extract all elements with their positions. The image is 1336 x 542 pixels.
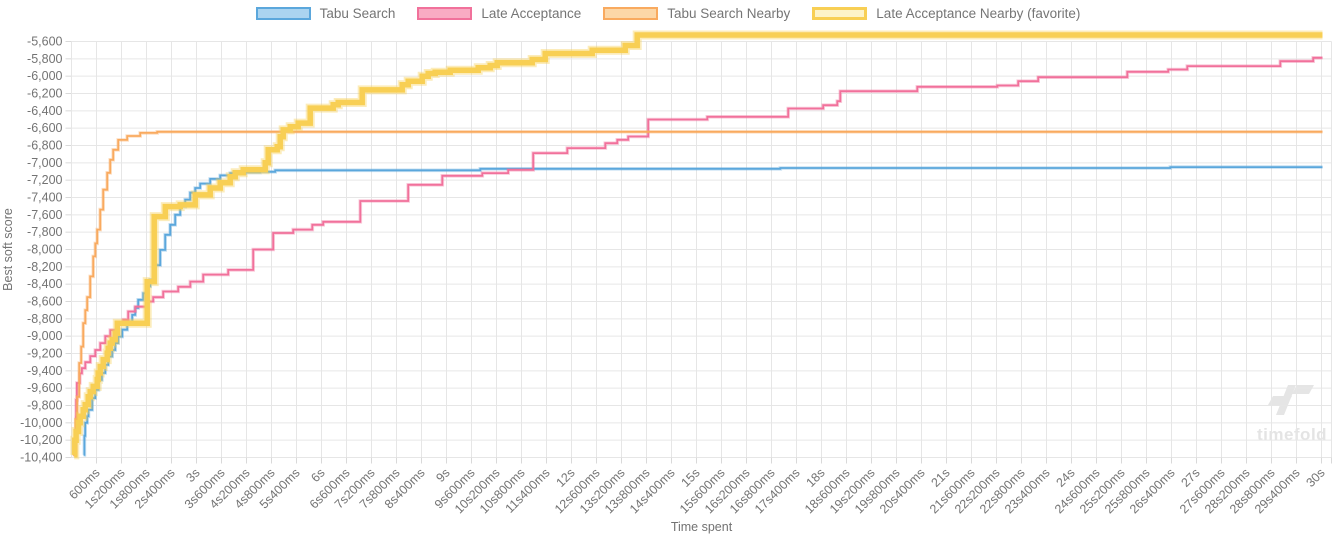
y-tick-label: -10,200	[20, 433, 62, 447]
y-tick-label: -8,200	[27, 260, 62, 274]
y-tick-label: -9,200	[27, 347, 62, 361]
legend-label: Tabu Search	[319, 6, 396, 21]
y-tick-label: -8,000	[27, 243, 62, 257]
y-tick-label: -7,000	[27, 156, 62, 170]
x-axis-title: Time spent	[671, 520, 733, 534]
y-tick-label: -7,600	[27, 208, 62, 222]
y-tick-label: -9,600	[27, 381, 62, 395]
chart-legend: Tabu Search Late Acceptance Tabu Search Ne…	[0, 6, 1336, 21]
series-line-tabu-search-nearby	[72, 130, 1323, 456]
x-tick-label: 6s	[308, 466, 327, 485]
x-tick-label: 9s	[433, 466, 452, 485]
series-line-late-acceptance-nearby-favorite-halo	[70, 30, 1323, 460]
y-tick-label: -6,400	[27, 104, 62, 118]
y-axis-title: Best soft score	[1, 208, 15, 291]
legend-label: Late Acceptance	[481, 6, 582, 21]
y-tick-label: -6,800	[27, 139, 62, 153]
y-tick-label: -9,400	[27, 364, 62, 378]
legend-swatch	[812, 7, 868, 20]
y-tick-label: -8,800	[27, 312, 62, 326]
y-tick-label: -7,200	[27, 173, 62, 187]
y-tick-label: -10,000	[20, 416, 62, 430]
y-tick-label: -6,000	[27, 69, 62, 83]
y-tick-label: -5,800	[27, 52, 62, 66]
series-line-tabu-search-halo	[82, 165, 1323, 457]
y-tick-label: -8,600	[27, 295, 62, 309]
legend-swatch	[417, 7, 473, 20]
legend-item-late-acceptance-nearby-favorite[interactable]: Late Acceptance Nearby (favorite)	[812, 6, 1080, 21]
series-line-tabu-search	[83, 166, 1323, 456]
legend-item-tabu-search[interactable]: Tabu Search	[255, 6, 396, 21]
watermark-text: timefold	[1256, 425, 1328, 444]
y-tick-label: -8,400	[27, 277, 62, 291]
legend-swatch	[603, 7, 659, 20]
legend-label: Tabu Search Nearby	[667, 6, 791, 21]
series-line-late-acceptance-halo	[74, 56, 1323, 457]
x-tick-label: 30s	[1303, 466, 1327, 490]
legend-label: Late Acceptance Nearby (favorite)	[876, 6, 1081, 21]
series-line-late-acceptance-nearby-favorite	[72, 32, 1323, 458]
timefold-watermark: timefold	[1250, 381, 1334, 445]
y-tick-label: -9,800	[27, 399, 62, 413]
timefold-logo-icon	[1268, 385, 1314, 415]
legend-item-tabu-search-nearby[interactable]: Tabu Search Nearby	[603, 6, 790, 21]
y-tick-label: -7,800	[27, 225, 62, 239]
legend-item-late-acceptance[interactable]: Late Acceptance	[417, 6, 581, 21]
series-line-late-acceptance	[75, 56, 1323, 456]
y-tick-label: -7,400	[27, 191, 62, 205]
y-tick-label: -9,000	[27, 329, 62, 343]
y-tick-label: -6,200	[27, 87, 62, 101]
x-tick-label: 3s	[183, 466, 202, 485]
legend-swatch	[255, 7, 311, 20]
y-tick-label: -10,400	[20, 451, 62, 465]
y-tick-label: -5,600	[27, 35, 62, 49]
y-tick-label: -6,600	[27, 121, 62, 135]
